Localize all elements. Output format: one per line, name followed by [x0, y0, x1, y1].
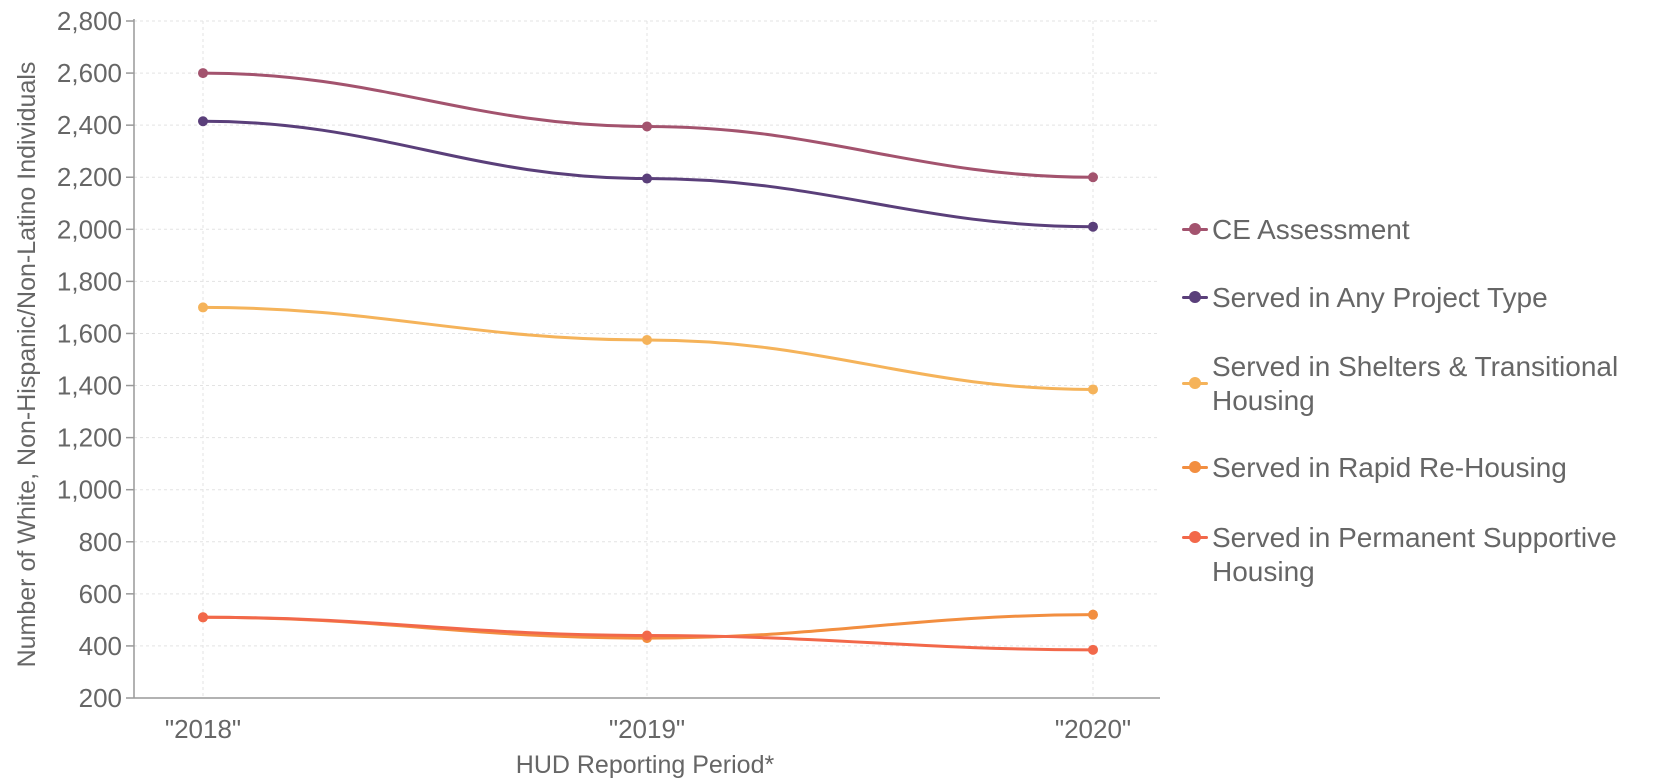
y-tick-label: 2,400: [57, 110, 122, 140]
legend-item: Served in Any Project Type: [1180, 281, 1652, 315]
legend-label: CE Assessment: [1212, 214, 1410, 245]
data-point: [642, 121, 652, 132]
legend-marker: [1180, 281, 1212, 311]
series-served-in-any-project-type: [198, 116, 1098, 232]
data-point: [642, 630, 652, 641]
legend-dot: [1189, 461, 1201, 473]
legend-marker: [1180, 521, 1212, 551]
legend-item: CE Assessment: [1180, 213, 1652, 247]
y-axis-title: Number of White, Non-Hispanic/Non-Latino…: [13, 62, 41, 668]
y-tick-label: 2,000: [57, 214, 122, 244]
legend-label: Served in Rapid Re-Housing: [1212, 452, 1567, 483]
legend-dot: [1189, 223, 1201, 235]
data-point: [198, 612, 208, 623]
gridlines: [134, 20, 1160, 698]
y-tick-label: 2,200: [57, 162, 122, 192]
series-served-in-permanent-supportive-housing: [198, 612, 1098, 655]
y-tick-label: 2,800: [57, 6, 122, 36]
y-tick-label: 200: [79, 683, 122, 713]
legend-marker: [1180, 213, 1212, 243]
y-tick-label: 2,600: [57, 58, 122, 88]
legend-label: Served in Any Project Type: [1212, 282, 1548, 313]
data-point: [198, 68, 208, 79]
y-tick-label: 1,200: [57, 423, 122, 453]
y-tick-label: 1,400: [57, 371, 122, 401]
series-lines: [198, 68, 1098, 655]
tick-labels: 200 400 600 800 1,000 1,200 1,400 1,600 1,800 2,0…: [57, 6, 1131, 744]
x-tick-label: "2018": [165, 714, 241, 744]
legend-dot: [1189, 531, 1201, 543]
series-served-in-shelters-transitional-housing: [198, 302, 1098, 395]
data-point: [642, 173, 652, 184]
legend-label: Served in Shelters & Transitional Housin…: [1212, 351, 1619, 416]
legend-label: Served in Permanent Supportive Housing: [1212, 522, 1617, 587]
y-tick-label: 1,000: [57, 475, 122, 505]
data-point: [642, 334, 652, 345]
legend-item: Served in Rapid Re-Housing: [1180, 451, 1652, 485]
legend-item: Served in Permanent Supportive Housing: [1180, 521, 1652, 589]
legend-dot: [1189, 377, 1201, 389]
y-tick-label: 400: [79, 631, 122, 661]
data-point: [198, 116, 208, 127]
legend-marker: [1180, 451, 1212, 481]
axes: [126, 19, 1160, 699]
legend-item: Served in Shelters & Transitional Housin…: [1180, 350, 1652, 418]
data-point: [1088, 644, 1098, 655]
legend-dot: [1189, 291, 1201, 303]
y-tick-label: 800: [79, 527, 122, 557]
y-tick-label: 1,600: [57, 318, 122, 348]
x-tick-label: "2019": [609, 714, 685, 744]
series-ce-assessment: [198, 68, 1098, 183]
x-tick-label: "2020": [1055, 714, 1131, 744]
x-axis-title: HUD Reporting Period*: [516, 751, 775, 779]
data-point: [1088, 172, 1098, 183]
y-tick-label: 600: [79, 579, 122, 609]
data-point: [198, 302, 208, 313]
series-line: [201, 305, 1095, 391]
data-point: [1088, 609, 1098, 620]
legend-marker: [1180, 367, 1212, 397]
y-tick-label: 1,800: [57, 266, 122, 296]
data-point: [1088, 221, 1098, 232]
data-point: [1088, 384, 1098, 395]
